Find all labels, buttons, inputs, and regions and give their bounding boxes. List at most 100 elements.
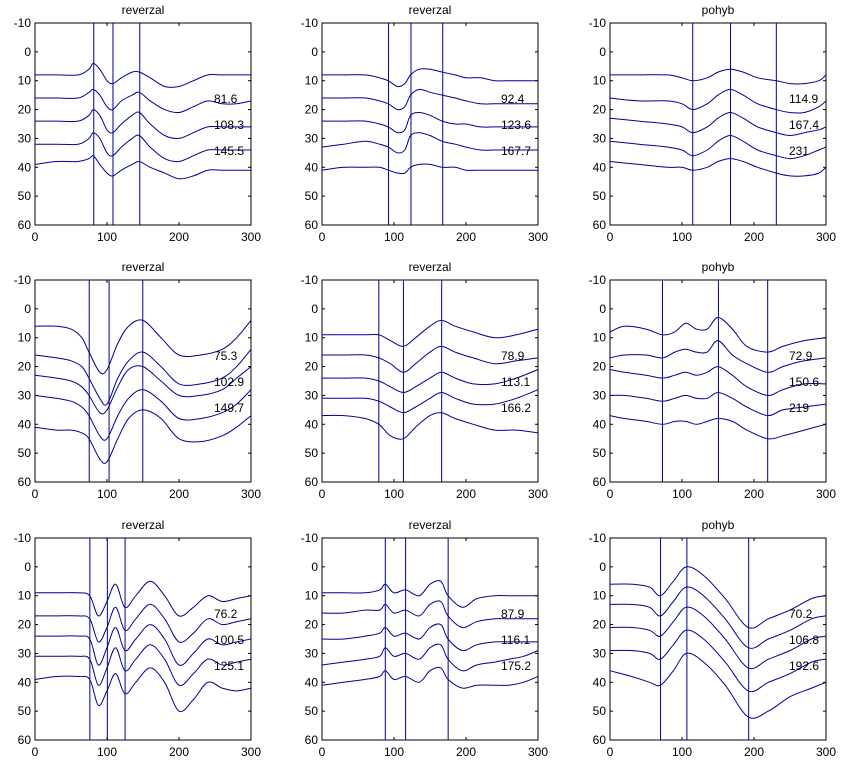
value-label: 106.8 — [789, 633, 819, 647]
y-tick-label: 50 — [305, 704, 319, 718]
x-tick-label: 0 — [319, 230, 326, 244]
y-tick-label: 10 — [18, 331, 32, 345]
value-label: 192.6 — [789, 659, 819, 673]
y-tick-label: 50 — [593, 446, 607, 460]
chart-title: reverzal — [122, 3, 165, 17]
y-tick-label: 0 — [24, 302, 31, 316]
y-tick-label: 0 — [599, 560, 606, 574]
y-tick-label: 0 — [599, 302, 606, 316]
trace-line — [609, 134, 827, 160]
value-label: 150.6 — [789, 375, 819, 389]
trace-line — [34, 409, 252, 464]
x-tick-label: 0 — [32, 745, 39, 759]
trace-line — [321, 666, 539, 689]
chart-title: reverzal — [122, 518, 165, 532]
y-tick-label: 10 — [305, 331, 319, 345]
y-tick-label: 50 — [18, 704, 32, 718]
x-tick-label: 100 — [97, 745, 117, 759]
x-tick-label: 200 — [744, 230, 764, 244]
x-tick-label: 200 — [456, 230, 476, 244]
y-tick-label: 60 — [305, 475, 319, 489]
value-label: 166.2 — [501, 401, 531, 415]
value-label: 70.2 — [789, 607, 813, 621]
y-tick-label: 40 — [18, 160, 32, 174]
trace-line — [609, 652, 827, 719]
x-tick-label: 0 — [32, 230, 39, 244]
trace-line — [609, 111, 827, 137]
x-tick-label: 100 — [672, 487, 692, 501]
y-tick-label: -10 — [14, 16, 32, 30]
y-tick-label: 40 — [18, 675, 32, 689]
x-tick-label: 300 — [528, 745, 548, 759]
trace-line — [321, 369, 539, 394]
y-tick-label: 30 — [593, 131, 607, 145]
x-tick-label: 300 — [241, 230, 261, 244]
trace-line — [35, 644, 252, 687]
x-tick-label: 0 — [607, 487, 614, 501]
y-tick-label: 50 — [18, 446, 32, 460]
x-tick-label: 100 — [384, 230, 404, 244]
value-label: 231 — [789, 144, 809, 158]
value-label: 72.9 — [789, 349, 813, 363]
x-tick-label: 200 — [744, 487, 764, 501]
x-tick-label: 100 — [97, 230, 117, 244]
chart-title: pohyb — [702, 3, 735, 17]
x-tick-label: 0 — [607, 745, 614, 759]
value-label: 219 — [789, 401, 809, 415]
x-tick-label: 200 — [744, 745, 764, 759]
chart-title: reverzal — [409, 3, 452, 17]
trace-line — [321, 643, 539, 672]
y-tick-label: -10 — [589, 16, 607, 30]
value-label: 81.6 — [214, 92, 238, 106]
y-tick-label: 10 — [593, 74, 607, 88]
y-tick-label: 50 — [305, 189, 319, 203]
y-tick-label: 60 — [18, 218, 32, 232]
x-tick-label: 300 — [241, 487, 261, 501]
trace-line — [35, 88, 252, 114]
value-label: 116.1 — [501, 633, 530, 647]
plot-frame — [609, 22, 827, 226]
y-tick-label: 10 — [305, 589, 319, 603]
chart-title: pohyb — [702, 260, 735, 274]
y-tick-label: -10 — [301, 531, 319, 545]
value-label: 113.1 — [501, 375, 530, 389]
trace-line — [609, 566, 827, 629]
y-tick-label: 40 — [305, 160, 319, 174]
x-tick-label: 200 — [169, 487, 189, 501]
x-tick-label: 200 — [456, 745, 476, 759]
value-label: 87.9 — [501, 607, 525, 621]
trace-line — [321, 111, 538, 134]
y-tick-label: 30 — [593, 646, 607, 660]
y-tick-label: 30 — [18, 131, 32, 145]
x-tick-label: 300 — [528, 230, 548, 244]
y-tick-label: -10 — [589, 273, 607, 287]
trace-line — [609, 391, 827, 417]
x-tick-label: 0 — [607, 230, 614, 244]
plot-frame — [321, 279, 539, 483]
trace-line — [322, 389, 539, 414]
value-label: 102.9 — [214, 375, 244, 389]
y-tick-label: 40 — [593, 417, 607, 431]
y-tick-label: 60 — [593, 475, 607, 489]
y-tick-label: 40 — [593, 675, 607, 689]
y-tick-label: 60 — [593, 218, 607, 232]
x-tick-label: 300 — [528, 487, 548, 501]
trace-line — [609, 629, 827, 693]
y-tick-label: 50 — [305, 446, 319, 460]
y-tick-label: 10 — [18, 589, 32, 603]
y-tick-label: 60 — [305, 733, 319, 747]
trace-line — [34, 348, 252, 406]
x-tick-label: 300 — [816, 230, 836, 244]
trace-line — [322, 580, 538, 608]
x-tick-label: 0 — [319, 745, 326, 759]
y-tick-label: 50 — [593, 189, 607, 203]
y-tick-label: 20 — [18, 103, 32, 117]
y-tick-label: 50 — [593, 704, 607, 718]
y-tick-label: 30 — [305, 646, 319, 660]
y-tick-label: 20 — [18, 360, 32, 374]
x-tick-label: 0 — [32, 487, 39, 501]
y-tick-label: 30 — [593, 388, 607, 402]
